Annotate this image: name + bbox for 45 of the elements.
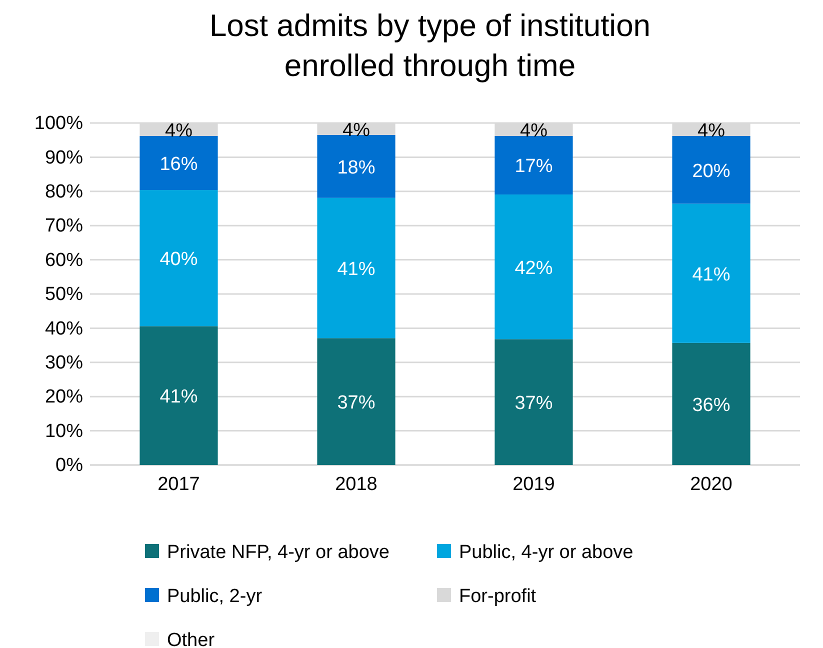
x-tick-label: 2019 (512, 474, 555, 495)
bar (317, 198, 396, 338)
data-label: 20% (692, 160, 730, 182)
bar (317, 134, 396, 198)
y-tick-label: 90% (44, 147, 84, 168)
legend-label: Public, 2-yr (167, 586, 263, 607)
bar (672, 204, 750, 343)
data-label: 42% (514, 258, 553, 279)
x-tick-label: 2017 (158, 474, 200, 495)
bar (494, 339, 573, 465)
y-tick-label: 60% (44, 250, 84, 271)
data-label: 37% (337, 392, 376, 414)
y-tick-label: 20% (44, 386, 84, 408)
bar (140, 136, 218, 190)
bar (672, 136, 750, 204)
legend-label: Private NFP, 4-yr or above (167, 542, 390, 563)
y-tick-label: 70% (44, 216, 84, 237)
data-label: 36% (692, 394, 730, 416)
x-tick-label: 2018 (335, 474, 378, 495)
y-tick-label: 0% (56, 455, 84, 476)
y-tick-label: 30% (44, 352, 84, 374)
legend-label: For-profit (459, 586, 537, 607)
y-tick-label: 10% (44, 420, 84, 442)
data-label: 16% (160, 154, 198, 176)
data-label: 41% (160, 386, 198, 408)
bar (317, 338, 396, 465)
data-label: 37% (514, 393, 553, 414)
bar (494, 194, 573, 340)
y-tick-label: 50% (44, 284, 84, 306)
data-label: 17% (514, 156, 553, 178)
bar (494, 136, 573, 194)
y-tick-label: 40% (44, 318, 84, 340)
bar (140, 326, 218, 465)
data-label: 41% (337, 259, 376, 280)
y-tick-label: 100% (34, 113, 84, 134)
y-tick-label: 80% (44, 181, 84, 202)
bar (672, 342, 750, 465)
data-label: 18% (337, 157, 376, 178)
chart-title: Lost admits by type of institution enrolled through time (209, 8, 651, 83)
bar (140, 190, 218, 326)
legend-label: Public, 4-yr or above (459, 542, 634, 563)
legend-label: Other (167, 630, 216, 648)
data-label: 40% (160, 249, 198, 270)
x-tick-label: 2020 (690, 474, 732, 495)
data-label: 41% (692, 264, 730, 286)
